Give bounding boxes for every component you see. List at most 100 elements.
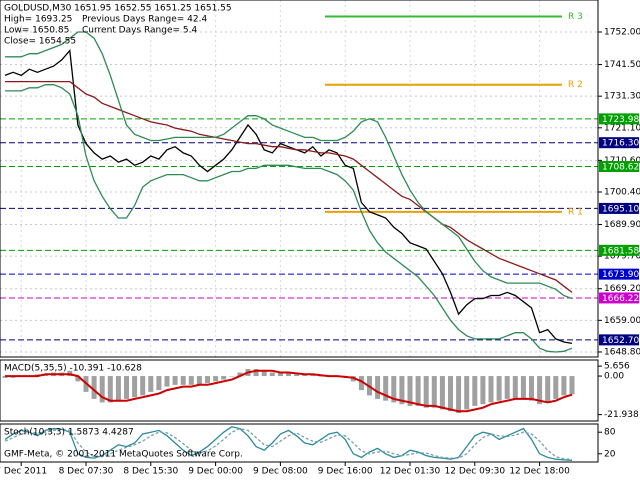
header-close: Close= 1654.55 [4, 37, 76, 47]
macd-bar [375, 376, 381, 399]
x-tick-label: 9 Dec 08:00 [253, 467, 308, 477]
y-tick-label: 1689.90 [604, 220, 640, 230]
pivot-label: R 1 [568, 207, 583, 217]
price-tag [599, 268, 639, 280]
macd-bar [529, 376, 534, 401]
price-tag-label: 1652.70 [602, 336, 639, 346]
header-high: High= 1693.25 [4, 15, 72, 25]
macd-bar [107, 376, 113, 403]
x-tick-label: 12 Dec 18:00 [509, 467, 570, 477]
macd-bar [407, 376, 413, 406]
price-tag-label: 1723.98 [602, 115, 639, 125]
macd-bar [99, 376, 105, 403]
macd-bar [415, 376, 421, 406]
header-prev-range: Previous Days Range= 42.4 [82, 15, 207, 25]
plot-layer [0, 0, 598, 462]
series-line [4, 49, 573, 345]
macd-bar [431, 376, 437, 408]
x-tick-label: 12 Dec 01:30 [380, 467, 441, 477]
price-tag [599, 137, 639, 149]
macd-bar [504, 376, 510, 399]
macd-bar [423, 376, 429, 408]
price-tag-label: 1681.58 [602, 246, 639, 256]
series-line [4, 427, 573, 461]
price-tag [599, 161, 639, 173]
copyright: GMF-Meta, © 2001-2011 MetaQuotes Softwar… [4, 450, 243, 460]
y-tick-label: 1741.50 [604, 60, 640, 70]
macd-bar [537, 376, 543, 405]
price-tag [599, 244, 639, 256]
macd-bar [237, 372, 243, 377]
y-tick-label: 1731.30 [604, 92, 640, 102]
macd-bar [569, 376, 575, 395]
stoch-title: Stoch(10,3,3) 1.5873 4.4287 [4, 428, 134, 438]
macd-bar [180, 376, 186, 385]
x-tick-label: 9 Dec 00:00 [188, 467, 243, 477]
price-tag [599, 292, 639, 304]
macd-bar [456, 376, 462, 413]
y-tick-label: 1721.10 [604, 123, 640, 133]
y-tick-label: 1659.00 [604, 316, 640, 326]
macd-bar [148, 376, 154, 392]
main-frame [0, 0, 599, 358]
macd-bar [75, 376, 81, 382]
macd-bar [472, 376, 478, 406]
price-tag-label: 1695.10 [602, 204, 639, 214]
y-tick-label: 1752.00 [604, 28, 640, 38]
macd-bar [261, 370, 267, 377]
macd-bar [448, 376, 453, 412]
series-line [5, 80, 573, 293]
macd-bar [91, 376, 97, 399]
header-symbol: GOLDUSD,M30 1651.95 1652.55 1651.25 1651… [4, 4, 232, 14]
x-tick-label: 12 Dec 09:30 [445, 467, 506, 477]
macd-bar [399, 376, 405, 405]
macd-bar [318, 376, 324, 377]
pivot-label: R 2 [568, 80, 583, 90]
y-tick-label: 1669.20 [604, 284, 640, 294]
price-tag-label: 1673.90 [602, 270, 639, 280]
price-tag [599, 334, 639, 346]
macd-bar [132, 376, 138, 398]
macd-bar [205, 376, 210, 384]
signal-line [5, 369, 573, 413]
price-tag [599, 202, 639, 214]
macd-bar [253, 369, 259, 377]
x-tick-label: 8 Dec 15:30 [123, 467, 178, 477]
y-tick-label: -21.938 [604, 410, 639, 420]
macd-bar [213, 376, 219, 382]
macd-bar [561, 376, 567, 396]
macd-bar [188, 376, 194, 385]
y-tick-label: 80 [604, 428, 616, 438]
macd-bar [391, 376, 397, 403]
macd-bar [196, 376, 202, 385]
header-low: Low= 1650.85 [4, 26, 69, 36]
macd-bar [229, 376, 235, 377]
stoch-frame [0, 423, 599, 463]
macd-bar [520, 376, 526, 399]
macd-bar [358, 376, 364, 391]
macd-bar [269, 372, 275, 377]
x-tick-label: 7 Dec 2011 [0, 467, 47, 477]
series-line [5, 84, 573, 353]
macd-bar [221, 376, 227, 380]
y-tick-label: 5.656 [604, 362, 630, 372]
macd-bar [553, 376, 559, 399]
macd-bar [115, 376, 121, 401]
macd-bar [488, 376, 494, 403]
y-tick-label: 0.00 [604, 372, 624, 382]
y-tick-label: 1648.80 [604, 347, 640, 357]
price-tag-label: 1666.22 [602, 294, 639, 304]
macd-bar [286, 372, 291, 377]
series-line [5, 31, 573, 300]
macd-bar [383, 376, 389, 401]
series-line [4, 426, 573, 462]
macd-bar [164, 376, 170, 387]
x-tick-label: 9 Dec 16:00 [318, 467, 373, 477]
macd-bar [124, 376, 129, 399]
macd-bar [439, 376, 445, 410]
macd-bar [512, 376, 518, 399]
price-tag-label: 1708.62 [602, 163, 639, 173]
macd-bar [140, 376, 146, 396]
y-tick-label: 20 [604, 449, 616, 459]
